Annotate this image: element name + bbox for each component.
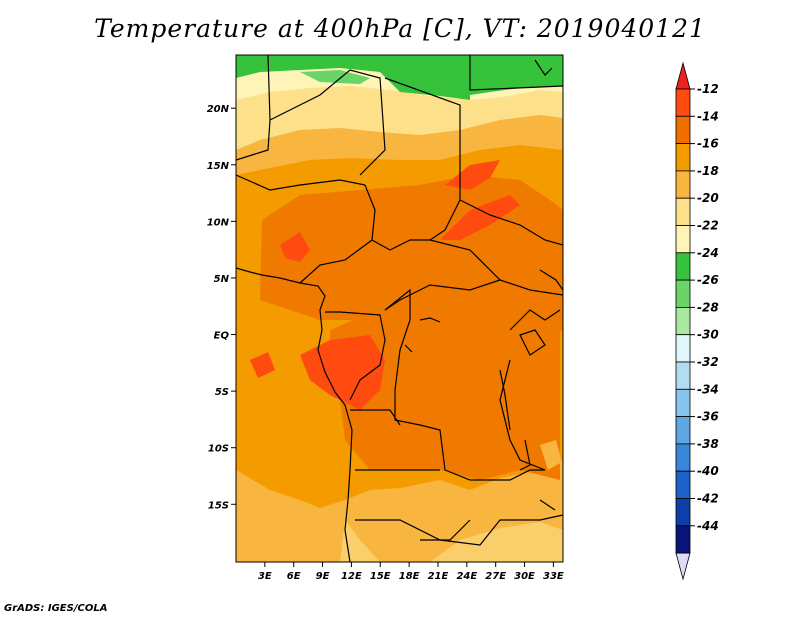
colorbar-swatch	[675, 143, 691, 172]
lat-tick-label: 15S	[208, 500, 229, 511]
colorbar-label: -20	[697, 191, 719, 205]
longitude-axis: 3E 6E 9E 12E 15E 18E 21E 24E 27E 30E 33E	[258, 562, 564, 582]
border-ssudan	[499, 279, 563, 296]
coastline-west-africa	[236, 267, 353, 562]
lon-tick-label: 3E	[258, 571, 272, 582]
colorbar-swatch	[675, 443, 691, 472]
border-nigeria	[299, 184, 376, 284]
river-congo-1	[419, 317, 441, 323]
latitude-axis: 20N 15N 10N 5N EQ 5S 10S 15S	[207, 104, 236, 511]
river-congo-2	[404, 344, 413, 353]
lat-tick-label: 5N	[214, 274, 230, 285]
border-mali-niger	[269, 69, 386, 176]
lat-tick-label: 15N	[207, 161, 230, 172]
lake-victoria	[519, 329, 546, 356]
border-sudan	[459, 199, 563, 246]
field-patch-hot-2	[440, 195, 520, 240]
border-ethiopia	[539, 269, 563, 291]
border-drc	[384, 288, 545, 481]
colorbar-swatch	[675, 470, 691, 499]
field-patch-hot-4	[300, 335, 385, 410]
colorbar-label: -34	[697, 382, 719, 396]
colorbar-label: -32	[697, 355, 719, 369]
field-patch-hot-5	[250, 352, 275, 378]
field-patch-warm-east	[540, 440, 562, 470]
colorbar-swatch	[675, 361, 691, 390]
border-egypt	[469, 55, 563, 91]
colorbar-label: -26	[697, 273, 719, 287]
colorbar-swatch	[675, 115, 691, 145]
border-south	[355, 514, 563, 546]
border-moz	[539, 499, 556, 511]
colorbar-label: -18	[697, 164, 719, 178]
border-car	[371, 239, 502, 311]
field-patch-hot-1	[445, 160, 500, 190]
nile-delta	[534, 59, 553, 76]
border-uganda	[509, 309, 561, 331]
lon-tick-label: 18E	[399, 571, 420, 582]
field-patch-hot-3	[280, 232, 310, 262]
colorbar-swatch	[675, 334, 691, 363]
colorbar-swatch	[675, 88, 691, 117]
colorbar-label: -30	[697, 328, 719, 342]
colorbar-label: -12	[697, 82, 719, 96]
lat-tick-label: 5S	[215, 387, 229, 398]
lat-tick-label: 10S	[208, 444, 229, 455]
colorbar-label: -28	[697, 300, 719, 314]
colorbar-label: -44	[697, 519, 719, 533]
border-angola-north	[350, 409, 401, 426]
lat-tick-label: 10N	[207, 217, 230, 228]
lon-tick-label: 15E	[370, 571, 391, 582]
colorbar-swatch	[675, 197, 691, 226]
colorbar-swatch	[675, 498, 691, 527]
grads-credit: GrADS: IGES/COLA	[4, 603, 108, 614]
map-frame	[235, 54, 564, 563]
colorbar-label: -42	[697, 492, 719, 506]
lon-tick-label: 27E	[485, 571, 506, 582]
temperature-field	[236, 55, 563, 562]
colorbar-label: -22	[697, 219, 719, 233]
plot-title: Temperature at 400hPa [C], VT: 201904012…	[94, 14, 706, 43]
colorbar-swatch	[675, 525, 691, 554]
border-sahel	[236, 174, 366, 191]
field-band-green-east	[470, 55, 563, 95]
lake-tanganyika	[499, 369, 511, 431]
colorbar-swatch	[675, 279, 691, 308]
lat-tick-label: 20N	[207, 104, 230, 115]
lake-malawi	[519, 439, 531, 471]
colorbar-swatch	[675, 170, 691, 199]
border-gabon-congo	[325, 311, 386, 401]
lon-tick-label: 24E	[456, 571, 477, 582]
field-patch-green-light	[300, 70, 370, 84]
lon-tick-label: 9E	[316, 571, 330, 582]
lon-tick-label: 12E	[341, 571, 362, 582]
colorbar-swatch	[675, 225, 691, 254]
field-band-congo	[330, 300, 560, 480]
colorbar-swatch	[675, 416, 691, 445]
colorbar-label: -40	[697, 464, 719, 478]
lat-tick-label: EQ	[214, 331, 230, 342]
lon-tick-label: 21E	[428, 571, 449, 582]
lon-tick-label: 6E	[287, 571, 301, 582]
colorbar-label: -16	[697, 137, 719, 151]
field-band-far-south	[340, 520, 563, 562]
lon-tick-label: 30E	[514, 571, 535, 582]
colorbar-swatch	[675, 388, 691, 417]
colorbar-label: -38	[697, 437, 719, 451]
lon-tick-label: 33E	[543, 571, 564, 582]
field-band-green-west	[236, 55, 470, 100]
border-mauritania-mali	[236, 55, 271, 161]
colorbar-top-triangle	[675, 61, 691, 90]
map-boundaries	[236, 55, 563, 562]
colorbar-label: -36	[697, 410, 719, 424]
colorbar-bottom-triangle	[675, 552, 691, 581]
colorbar-swatch	[675, 306, 691, 336]
map-lakes	[404, 59, 553, 471]
colorbar-swatch	[675, 252, 691, 281]
colorbar: -12 -14 -16 -18 -20 -22 -24 -26 -28 -30 -32 -34 -36 -…	[675, 61, 719, 581]
colorbar-label: -24	[697, 246, 719, 260]
border-zimbabwe	[420, 519, 471, 541]
colorbar-label: -14	[697, 109, 719, 123]
